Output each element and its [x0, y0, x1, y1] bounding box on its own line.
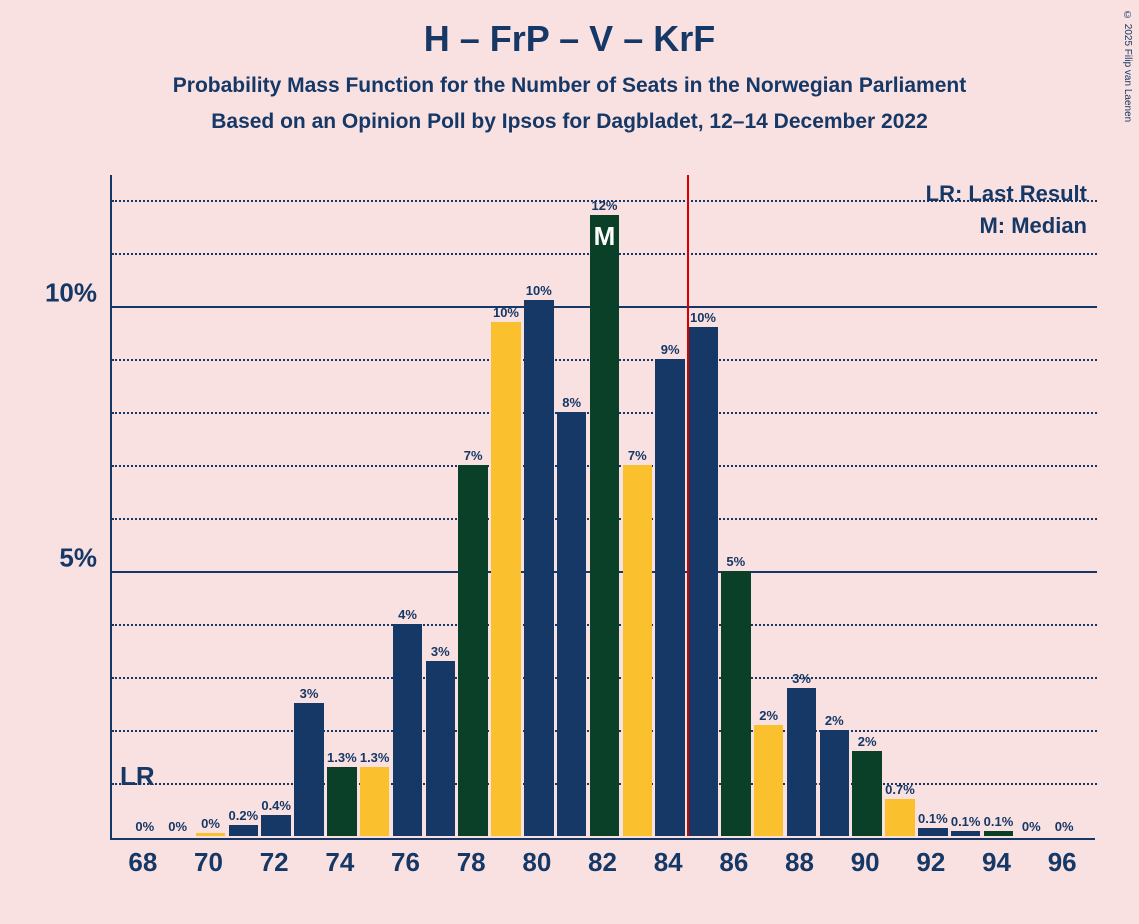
bar: 3%: [787, 688, 817, 837]
bar: 7%: [458, 465, 488, 836]
bar-value-label: 3%: [300, 686, 319, 701]
bar-value-label: 3%: [792, 671, 811, 686]
bar-value-label: 0.1%: [918, 811, 948, 826]
bar-value-label: 2%: [858, 734, 877, 749]
bar: 3%: [294, 703, 324, 836]
x-tick-label: 92: [916, 847, 945, 878]
bar-value-label: 2%: [825, 713, 844, 728]
bar: 3%: [426, 661, 456, 836]
bar-value-label: 0%: [1022, 819, 1041, 834]
chart-title: H – FrP – V – KrF: [0, 0, 1139, 60]
bar: 2%: [820, 730, 850, 836]
bar: 9%: [655, 359, 685, 836]
bar-value-label: 0%: [135, 819, 154, 834]
bar: 0.1%: [984, 831, 1014, 836]
bar: 1.3%: [327, 767, 357, 836]
bar: 4%: [393, 624, 423, 836]
bar-value-label: 0.1%: [951, 814, 981, 829]
x-tick-label: 80: [522, 847, 551, 878]
lr-marker: LR: [120, 761, 155, 792]
x-tick-label: 70: [194, 847, 223, 878]
chart-subtitle-1: Probability Mass Function for the Number…: [0, 74, 1139, 98]
bar-value-label: 1.3%: [327, 750, 357, 765]
x-tick-label: 88: [785, 847, 814, 878]
reference-line: [687, 175, 689, 836]
x-tick-label: 86: [719, 847, 748, 878]
chart-area: 0%0%0%0.2%0.4%3%1.3%1.3%4%3%7%10%10%8%12…: [110, 175, 1095, 840]
bar-value-label: 1.3%: [360, 750, 390, 765]
bar-value-label: 7%: [464, 448, 483, 463]
bar: 12%M: [590, 215, 620, 836]
bar-value-label: 0%: [201, 816, 220, 831]
bar-value-label: 2%: [759, 708, 778, 723]
bar-value-label: 0%: [168, 819, 187, 834]
bar-value-label: 0.2%: [228, 808, 258, 823]
bar-value-label: 10%: [493, 305, 519, 320]
legend: LR: Last Result M: Median: [926, 181, 1087, 245]
plot-frame: 0%0%0%0.2%0.4%3%1.3%1.3%4%3%7%10%10%8%12…: [110, 175, 1095, 840]
legend-m: M: Median: [926, 213, 1087, 239]
x-tick-label: 84: [654, 847, 683, 878]
x-tick-label: 76: [391, 847, 420, 878]
bar-value-label: 10%: [690, 310, 716, 325]
bar: 0.2%: [229, 825, 259, 836]
bar: 7%: [623, 465, 653, 836]
copyright-text: © 2025 Filip van Laenen: [1122, 10, 1133, 122]
bar: 0%: [196, 833, 226, 836]
y-tick-label: 5%: [59, 542, 97, 573]
x-tick-label: 72: [260, 847, 289, 878]
y-tick-label: 10%: [45, 277, 97, 308]
x-tick-label: 90: [851, 847, 880, 878]
bar: 1.3%: [360, 767, 390, 836]
bar: 2%: [754, 725, 784, 836]
bar-value-label: 0.7%: [885, 782, 915, 797]
bar: 0.7%: [885, 799, 915, 836]
x-tick-label: 68: [128, 847, 157, 878]
bar-value-label: 5%: [726, 554, 745, 569]
bar-value-label: 0.4%: [261, 798, 291, 813]
bar-value-label: 0%: [1055, 819, 1074, 834]
bar: 10%: [491, 322, 521, 836]
x-tick-label: 82: [588, 847, 617, 878]
bar-value-label: 9%: [661, 342, 680, 357]
bar: 5%: [721, 571, 751, 836]
bar-value-label: 8%: [562, 395, 581, 410]
bar: 2%: [852, 751, 882, 836]
chart-subtitle-2: Based on an Opinion Poll by Ipsos for Da…: [0, 110, 1139, 134]
bar: 8%: [557, 412, 587, 836]
bar: 0.1%: [918, 828, 948, 836]
bar: 0.1%: [951, 831, 981, 836]
x-tick-label: 94: [982, 847, 1011, 878]
bar-value-label: 10%: [526, 283, 552, 298]
median-marker: M: [594, 221, 616, 252]
bar-value-label: 7%: [628, 448, 647, 463]
legend-lr: LR: Last Result: [926, 181, 1087, 207]
bar-value-label: 0.1%: [984, 814, 1014, 829]
x-tick-label: 78: [457, 847, 486, 878]
bar: 0.4%: [261, 815, 291, 836]
bar-value-label: 3%: [431, 644, 450, 659]
x-tick-label: 96: [1048, 847, 1077, 878]
bar-value-label: 12%: [591, 198, 617, 213]
bar: 10%: [688, 327, 718, 836]
bar: 10%: [524, 300, 554, 836]
x-tick-label: 74: [325, 847, 354, 878]
bar-value-label: 4%: [398, 607, 417, 622]
